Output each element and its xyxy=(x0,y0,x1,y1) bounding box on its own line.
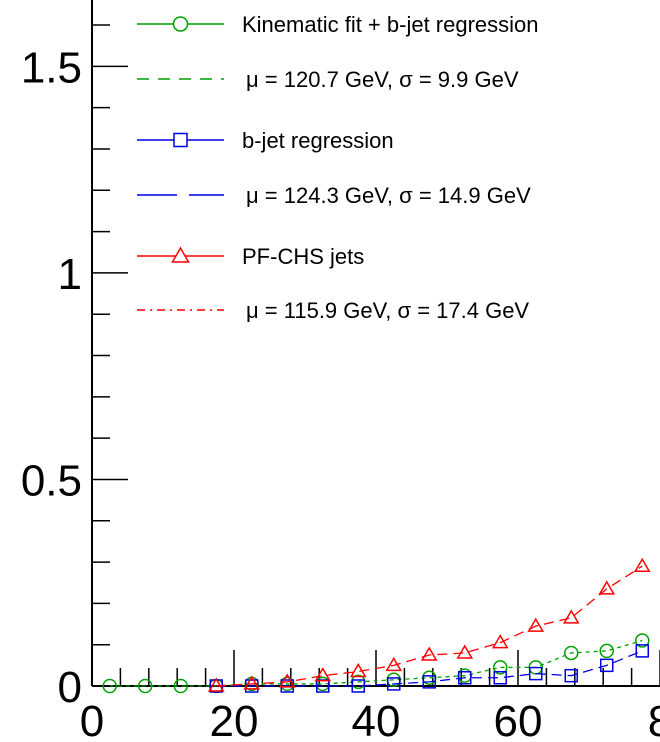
data-point xyxy=(600,658,614,673)
series-line xyxy=(216,565,643,687)
data-point xyxy=(278,673,296,688)
legend-item: μ = 120.7 GeV, σ = 9.9 GeV xyxy=(137,67,519,92)
data-point xyxy=(387,677,401,691)
legend-marker-square xyxy=(173,132,188,148)
data-point xyxy=(564,645,579,661)
data-point xyxy=(635,644,649,658)
legend-label: μ = 124.3 GeV, σ = 14.9 GeV xyxy=(246,183,531,208)
data-point xyxy=(173,678,188,694)
axes: 0 0.5 1 1.5 0 20 40 60 8 xyxy=(21,0,660,742)
x-tick-label: 20 xyxy=(210,697,259,742)
data-point xyxy=(564,668,578,683)
data-point xyxy=(420,646,438,661)
y-tick-label: 1 xyxy=(58,250,82,299)
data-point xyxy=(138,678,153,694)
legend-marker-triangle xyxy=(171,246,190,263)
data-point xyxy=(458,670,472,685)
series-line xyxy=(109,639,643,687)
legend-label: Kinematic fit + b-jet regression xyxy=(242,12,539,37)
legend-item: PF-CHS jets xyxy=(137,244,364,269)
y-tick-label: 0.5 xyxy=(21,456,82,505)
x-tick-label: 8 xyxy=(648,697,660,742)
x-tick-label: 60 xyxy=(494,697,543,742)
x-tick-label: 40 xyxy=(352,697,401,742)
legend: Kinematic fit + b-jet regression μ = 120.… xyxy=(137,12,539,323)
data-point xyxy=(633,557,651,572)
data-point xyxy=(598,580,616,595)
data-point xyxy=(422,675,436,689)
series-square xyxy=(209,644,649,693)
legend-item: μ = 124.3 GeV, σ = 14.9 GeV xyxy=(137,183,531,208)
legend-marker-circle xyxy=(172,16,189,32)
data-point xyxy=(562,609,580,624)
legend-label: b-jet regression xyxy=(242,128,394,153)
data-point xyxy=(102,678,117,694)
y-tick-label: 0 xyxy=(58,663,82,712)
legend-item: Kinematic fit + b-jet regression xyxy=(137,12,539,37)
legend-item: μ = 115.9 GeV, σ = 17.4 GeV xyxy=(137,298,529,323)
legend-label: μ = 115.9 GeV, σ = 17.4 GeV xyxy=(246,298,529,323)
data-point xyxy=(529,666,543,681)
data-point xyxy=(599,643,614,659)
series-line xyxy=(216,650,643,687)
data-point xyxy=(527,617,545,632)
data-point xyxy=(385,656,403,672)
legend-label: PF-CHS jets xyxy=(242,244,364,269)
data-point xyxy=(493,670,507,685)
series-layer xyxy=(102,557,651,694)
data-point xyxy=(243,675,261,690)
data-point xyxy=(456,644,474,659)
x-tick-label: 0 xyxy=(80,697,104,742)
data-point xyxy=(493,660,508,675)
data-point xyxy=(207,677,225,692)
data-point xyxy=(635,633,650,648)
series-triangle xyxy=(207,557,651,692)
data-point xyxy=(491,634,509,649)
data-point xyxy=(351,679,365,693)
legend-label: μ = 120.7 GeV, σ = 9.9 GeV xyxy=(246,67,519,92)
y-tick-label: 1.5 xyxy=(21,43,82,92)
data-point xyxy=(349,663,367,678)
legend-item: b-jet regression xyxy=(137,128,394,153)
data-point xyxy=(314,667,332,682)
